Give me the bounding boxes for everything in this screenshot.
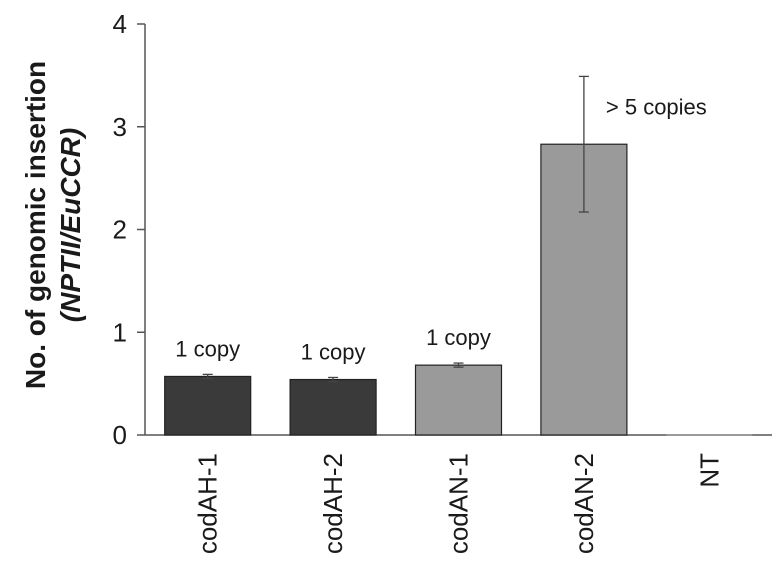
bars: 1 copy 1 copy 1 copy > 5 copies bbox=[164, 75, 753, 436]
y-tick-label: 4 bbox=[113, 9, 127, 39]
bar-codAH-2 bbox=[289, 378, 377, 436]
x-tick-label-codAN-2: codAN-2 bbox=[569, 453, 599, 554]
annotation-codAH-2: 1 copy bbox=[301, 339, 366, 364]
error-bar-codAH-1 bbox=[202, 373, 213, 380]
y-tick-label: 1 bbox=[113, 317, 127, 347]
annotation-codAN-1: 1 copy bbox=[426, 325, 491, 350]
y-axis-label-line1: No. of genomic insertion bbox=[20, 61, 51, 389]
y-axis-label-line2: (NPTII/EuCCR) bbox=[55, 128, 86, 322]
y-axis-label: No. of genomic insertion (NPTII/EuCCR) bbox=[20, 61, 86, 389]
error-bar-codAN-1 bbox=[453, 362, 464, 368]
error-bar-codAN-2 bbox=[578, 75, 589, 213]
y-tick-label: 2 bbox=[113, 215, 127, 245]
x-tick-labels: codAH-1 codAH-2 codAN-1 codAN-2 NT bbox=[193, 453, 725, 554]
x-tick-label-codAN-1: codAN-1 bbox=[444, 453, 474, 554]
bar-codAH-1 bbox=[164, 375, 252, 436]
x-tick-label-codAH-1: codAH-1 bbox=[193, 453, 223, 554]
x-tick-label-codAH-2: codAH-2 bbox=[318, 453, 348, 554]
y-tick-label: 3 bbox=[113, 112, 127, 142]
bar-codAN-1 bbox=[414, 364, 503, 436]
x-tick-label-NT: NT bbox=[694, 453, 724, 488]
annotation-codAH-1: 1 copy bbox=[175, 336, 240, 361]
annotation-codAN-2: > 5 copies bbox=[606, 94, 707, 119]
error-bar-codAH-2 bbox=[328, 376, 339, 383]
y-tick-label: 0 bbox=[113, 420, 127, 450]
